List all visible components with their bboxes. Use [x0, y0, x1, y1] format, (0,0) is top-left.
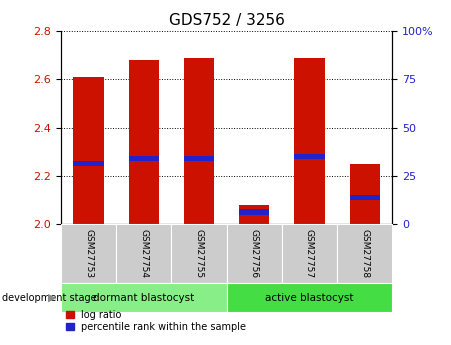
Bar [350, 195, 380, 200]
Title: GDS752 / 3256: GDS752 / 3256 [169, 13, 285, 29]
Text: active blastocyst: active blastocyst [265, 293, 354, 303]
Text: GSM27754: GSM27754 [139, 229, 148, 278]
Text: GSM27753: GSM27753 [84, 229, 93, 278]
Bar [239, 209, 269, 215]
Bar [129, 60, 159, 224]
Text: development stage: development stage [2, 293, 97, 303]
Bar [129, 156, 159, 161]
Bar [184, 156, 214, 161]
Text: ▶: ▶ [48, 293, 56, 303]
Text: dormant blastocyst: dormant blastocyst [93, 293, 194, 303]
Bar [74, 161, 104, 166]
Bar [295, 58, 325, 224]
Legend: log ratio, percentile rank within the sample: log ratio, percentile rank within the sa… [66, 309, 246, 332]
Bar [350, 164, 380, 224]
Bar [295, 154, 325, 159]
Text: GSM27756: GSM27756 [250, 229, 259, 278]
Text: GSM27755: GSM27755 [194, 229, 203, 278]
Text: GSM27758: GSM27758 [360, 229, 369, 278]
Bar [239, 205, 269, 224]
Bar [184, 58, 214, 224]
Bar [74, 77, 104, 224]
Text: GSM27757: GSM27757 [305, 229, 314, 278]
